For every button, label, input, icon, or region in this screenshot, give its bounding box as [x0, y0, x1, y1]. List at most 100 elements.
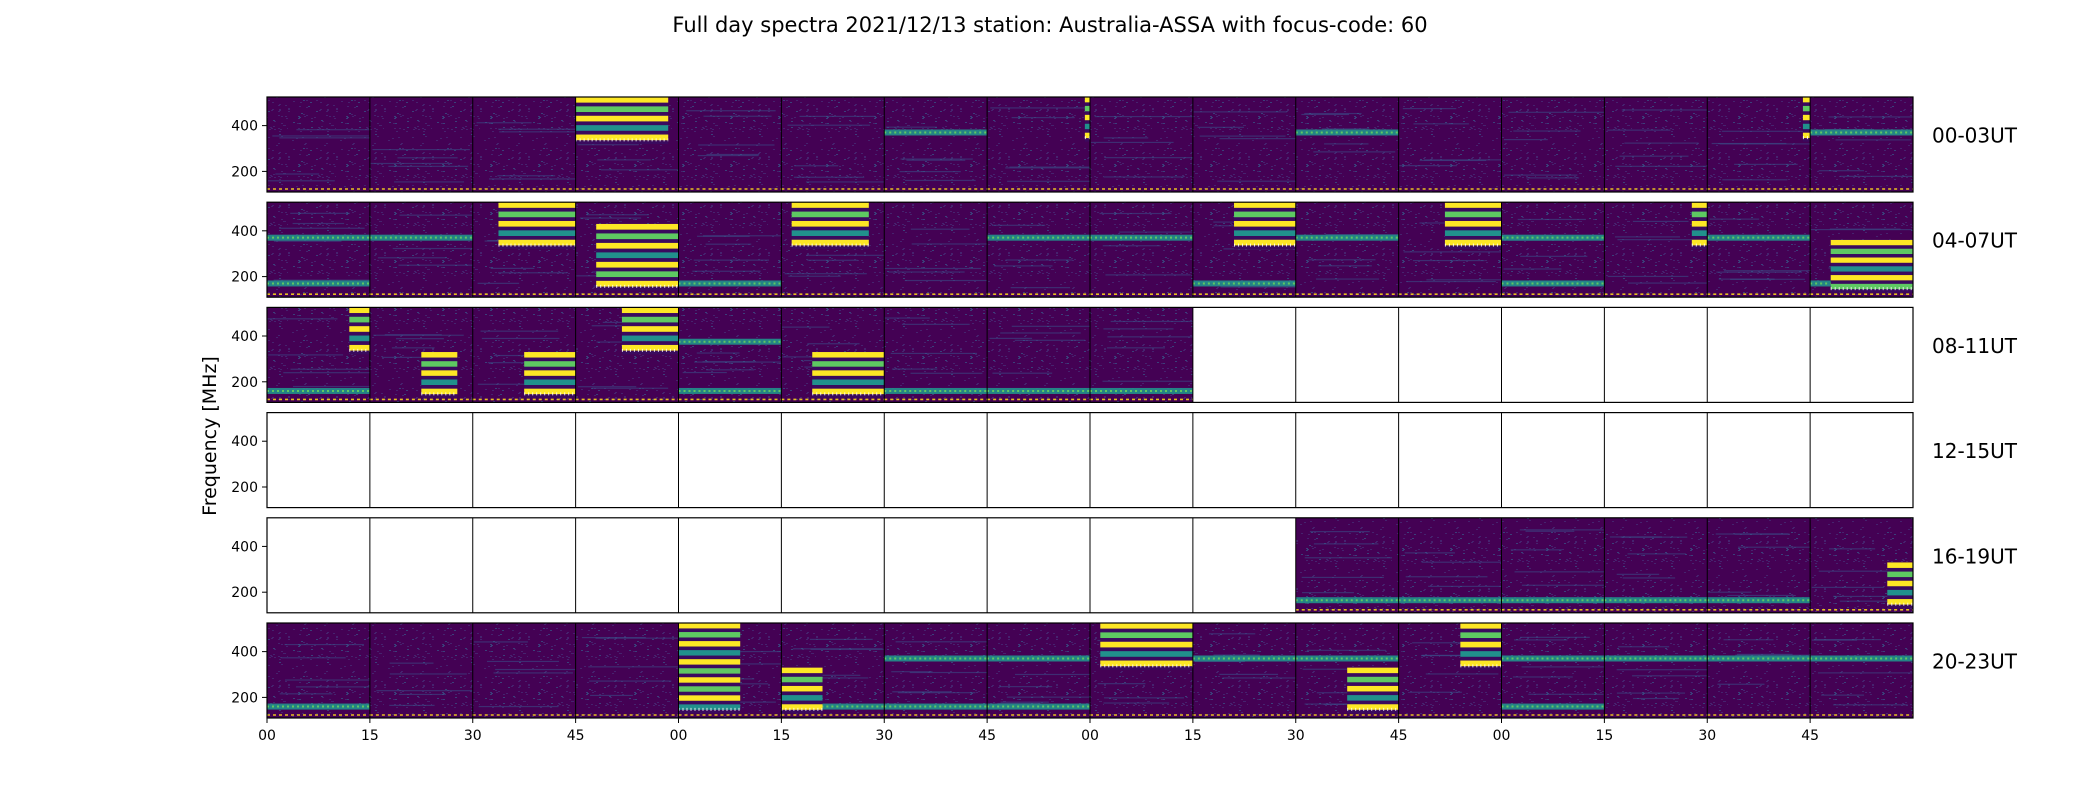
noise-streak	[398, 693, 447, 696]
noise-streak	[1007, 180, 1090, 182]
noise-streak	[1219, 138, 1301, 140]
noise-streak	[290, 368, 387, 370]
spectrum-panel	[472, 412, 576, 508]
noise-streak	[1423, 159, 1506, 161]
noise-streak	[1304, 112, 1362, 115]
noise-streak	[1614, 236, 1681, 238]
spectrum-panel	[1192, 517, 1296, 613]
spectrum-panel	[267, 97, 370, 192]
noise-streak	[392, 247, 476, 250]
noise-streak	[1097, 683, 1146, 685]
noise-streak	[798, 677, 869, 679]
noise-streak	[891, 671, 933, 673]
burst-block	[1347, 667, 1399, 714]
noise-streak	[1707, 591, 1752, 593]
noise-streak	[897, 692, 976, 694]
y-axis-label: Frequency [MHz]	[199, 356, 221, 516]
noise-streak	[1813, 639, 1881, 641]
spectrum-panel	[1604, 517, 1708, 613]
row-16-19ut: 200 400 16-19UT	[231, 517, 2018, 614]
noise-streak	[481, 337, 560, 340]
spectrum-panel	[1192, 97, 1296, 192]
spectrum-panel	[884, 307, 988, 403]
burst-block	[781, 667, 823, 714]
noise-streak	[1301, 113, 1350, 116]
noise-streak	[1005, 167, 1107, 169]
spectrum-panel	[1707, 412, 1811, 508]
noise-streak	[890, 352, 978, 355]
burst-block	[812, 352, 885, 398]
noise-streak	[992, 372, 1053, 374]
noise-streak	[1325, 234, 1406, 236]
noise-streak	[1737, 653, 1793, 655]
noise-streak	[284, 643, 364, 646]
noise-streak	[589, 680, 672, 682]
x-tick-label: 45	[567, 728, 585, 744]
burst-block	[1691, 202, 1708, 250]
noise-streak	[698, 144, 775, 146]
noise-streak	[806, 254, 899, 256]
noise-streak	[884, 317, 930, 319]
noise-streak	[698, 663, 787, 665]
row-12-15ut: 200 400 12-15UT	[231, 412, 2018, 509]
noise-streak	[1735, 654, 1827, 656]
noise-streak	[1412, 259, 1485, 262]
y-tick-label: 400	[231, 119, 258, 135]
spectrum-panel	[987, 202, 1090, 298]
noise-streak	[885, 126, 937, 128]
noise-streak	[1718, 278, 1775, 280]
figure-title: Full day spectra 2021/12/13 station: Aus…	[672, 13, 1427, 37]
spectrum-panel	[369, 97, 473, 192]
noise-streak	[682, 371, 727, 374]
spectrum-panel	[1192, 412, 1296, 508]
row-frame	[266, 306, 1914, 403]
noise-streak	[1220, 286, 1313, 288]
spectrum-panel	[1707, 202, 1811, 298]
row-00-03ut: 200 400 00-03UT	[231, 96, 2018, 193]
spectrum-panel	[1501, 517, 1605, 613]
row-frame	[266, 201, 1914, 298]
noise-streak	[1413, 123, 1469, 125]
noise-streak	[1009, 166, 1102, 168]
spectrum-panel	[1295, 307, 1399, 403]
noise-streak	[1624, 142, 1699, 144]
noise-streak	[267, 318, 338, 320]
noise-streak	[1508, 111, 1607, 113]
spectrum-panel	[1604, 97, 1708, 192]
noise-streak	[1818, 170, 1864, 172]
spectrum-panel	[1295, 202, 1399, 298]
spectrum-panel	[1090, 307, 1193, 403]
noise-streak	[1208, 633, 1256, 635]
noise-streak	[1833, 595, 1913, 598]
noise-streak	[1734, 533, 1790, 535]
noise-streak	[888, 271, 965, 273]
burst-block	[575, 97, 669, 144]
noise-streak	[1313, 151, 1396, 153]
noise-streak	[497, 175, 556, 177]
spectrum-panel	[678, 412, 782, 508]
noise-streak	[389, 704, 435, 706]
spectrum-panel	[884, 97, 988, 192]
y-tick-label: 400	[231, 329, 258, 345]
x-tick-label: 00	[1081, 728, 1099, 744]
noise-streak	[901, 323, 970, 325]
noise-streak	[399, 214, 473, 216]
noise-streak	[1520, 636, 1590, 638]
noise-streak	[991, 224, 1046, 226]
row-20-23ut: 200 400 20-23UT	[231, 622, 2018, 719]
row-label: 20-23UT	[1932, 650, 2018, 674]
noise-streak	[909, 671, 989, 674]
noise-streak	[788, 275, 841, 277]
y-tick-label: 400	[231, 224, 258, 240]
noise-streak	[910, 228, 970, 230]
noise-streak	[1709, 218, 1760, 220]
noise-streak	[477, 383, 557, 385]
noise-streak	[1616, 669, 1718, 671]
noise-streak	[1010, 287, 1071, 289]
noise-streak	[1301, 576, 1384, 579]
noise-streak	[1839, 600, 1913, 602]
spectrum-panel	[472, 97, 576, 192]
spectrum-panel	[1090, 97, 1193, 192]
noise-streak	[906, 159, 966, 161]
noise-streak	[1403, 251, 1506, 253]
